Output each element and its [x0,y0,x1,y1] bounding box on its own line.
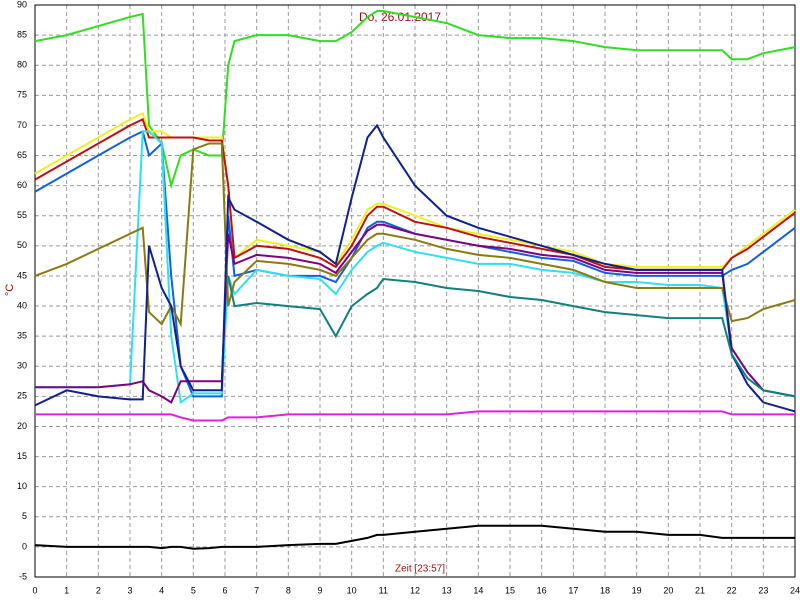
x-tick-label: 17 [568,585,578,595]
x-tick-label: 6 [222,585,227,595]
x-tick-label: 8 [286,585,291,595]
series-line [34,123,796,413]
x-tick-label: 12 [410,585,420,595]
y-tick-label: 50 [17,240,27,250]
y-tick-label: 85 [17,29,27,39]
series-line [35,223,796,404]
series-line [34,142,796,328]
y-tick-label: 55 [17,210,27,220]
y-tick-label: 60 [17,180,27,190]
y-tick-label: 10 [17,481,27,491]
x-tick-label: 14 [473,585,483,595]
y-tick-label: 20 [17,421,27,431]
x-tick-label: 9 [317,585,322,595]
x-tick-label: 1 [64,585,69,595]
x-tick-label: 0 [32,585,37,595]
y-axis-label: °C [4,284,16,296]
x-tick-label: 23 [758,585,768,595]
series-line [34,524,795,550]
x-tick-label: 24 [790,585,800,595]
y-tick-label: 30 [17,361,27,371]
x-tick-label: 13 [442,585,452,595]
series-line [227,275,796,398]
y-tick-label: 25 [17,391,27,401]
x-tick-label: 20 [663,585,673,595]
x-tick-label: 5 [191,585,196,595]
x-tick-label: 19 [632,585,642,595]
x-tick-label: 16 [537,585,547,595]
y-tick-label: 70 [17,120,27,130]
series-line [35,410,795,422]
y-tick-label: 0 [22,541,27,551]
x-tick-label: 3 [127,585,132,595]
x-tick-label: 4 [159,585,164,595]
y-tick-label: 65 [17,150,27,160]
x-tick-label: 18 [600,585,610,595]
chart-title: Do, 26.01.2017 [359,10,441,24]
x-tick-label: 15 [505,585,515,595]
x-axis-label: Zeit [23:57] [395,564,445,575]
x-tick-label: 7 [254,585,259,595]
y-tick-label: 15 [17,451,27,461]
y-tick-label: 35 [17,331,27,341]
y-tick-label: 5 [22,511,27,521]
x-tick-label: 21 [695,585,705,595]
y-tick-label: 80 [17,60,27,70]
y-tick-label: 90 [17,0,27,9]
y-tick-label: 75 [17,90,27,100]
x-tick-label: 11 [379,585,388,595]
y-tick-label: -5 [19,571,27,581]
series-line [35,130,796,405]
x-tick-label: 2 [96,585,101,595]
y-tick-label: 40 [17,300,27,310]
plot-frame [34,4,796,578]
y-tick-label: 45 [17,270,27,280]
x-tick-label: 22 [727,585,737,595]
x-tick-label: 10 [347,585,357,595]
series-line [34,112,796,268]
